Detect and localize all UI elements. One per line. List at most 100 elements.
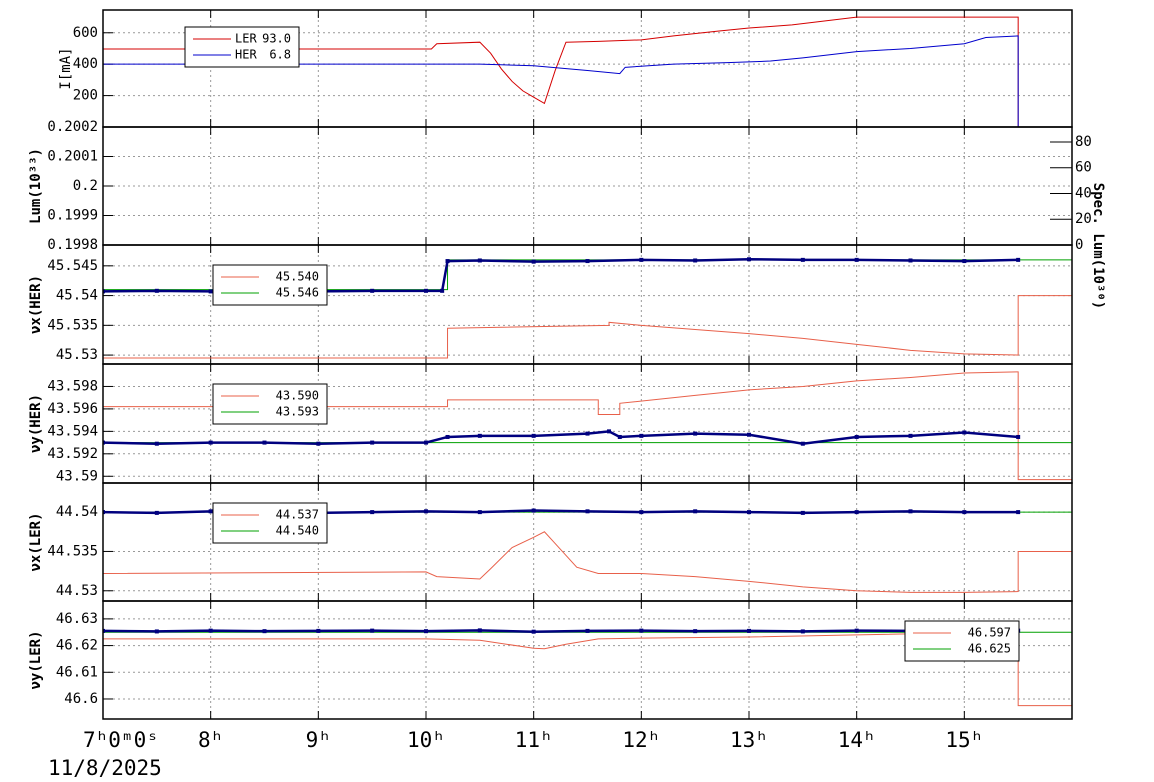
x-tick-label: 10ʰ	[407, 728, 445, 752]
y-tick-label: 46.61	[56, 664, 98, 680]
y-tick-label: 0.1998	[47, 237, 98, 253]
y-tick-label: 0.2	[73, 178, 98, 194]
series-line	[103, 16, 1072, 127]
series-line	[103, 371, 1072, 481]
data-point	[617, 434, 622, 439]
y-tick-label: 44.535	[47, 543, 98, 559]
data-point	[262, 440, 267, 445]
legend-value: 93.0	[262, 32, 291, 46]
legend: 45.540 45.546	[212, 264, 328, 306]
data-point	[477, 433, 482, 438]
legend-box	[184, 26, 300, 68]
y-tick-label: 46.62	[56, 638, 98, 654]
y-tick-label: 600	[73, 25, 98, 41]
y2-tick-label: 0	[1075, 237, 1083, 253]
data-point	[607, 429, 612, 434]
panel-frame	[102, 600, 1073, 720]
data-point	[208, 440, 213, 445]
y-axis-label: νy(LER)	[28, 630, 44, 689]
data-point	[262, 629, 267, 634]
data-point	[800, 257, 805, 262]
x-tick-label: 12ʰ	[622, 728, 660, 752]
y-tick-label: 45.54	[56, 288, 98, 304]
y-axis-label: νx(HER)	[28, 275, 44, 334]
legend-label: 43.593	[276, 405, 319, 419]
data-point	[154, 510, 159, 515]
data-point	[585, 509, 590, 514]
legend: 43.590 43.593	[212, 383, 328, 425]
data-point	[1016, 257, 1021, 262]
data-point	[208, 628, 213, 633]
y-axis-label: I[mA]	[58, 47, 74, 89]
y-tick-label: 46.63	[56, 611, 98, 627]
data-point	[445, 434, 450, 439]
series-line	[103, 430, 1019, 445]
data-point	[154, 288, 159, 293]
data-point	[908, 258, 913, 263]
data-point	[531, 259, 536, 264]
y2-tick-label: 60	[1075, 160, 1092, 176]
data-point	[639, 628, 644, 633]
data-point	[747, 257, 751, 262]
y-tick-label: 43.596	[47, 401, 98, 417]
y-axis-label: νy(HER)	[28, 394, 44, 453]
data-point	[531, 508, 536, 513]
data-point	[639, 257, 644, 262]
data-point	[316, 441, 321, 446]
x-tick-label: 8ʰ	[198, 728, 223, 752]
series-line	[103, 629, 1019, 633]
data-point	[424, 509, 428, 514]
series-line	[103, 531, 1072, 593]
x-tick-label: 14ʰ	[838, 728, 876, 752]
data-point	[585, 628, 590, 633]
legend-value: 6.8	[269, 48, 291, 62]
legend-label: 45.546	[276, 286, 319, 300]
data-point	[154, 441, 159, 446]
data-point	[154, 629, 159, 634]
data-point	[370, 510, 375, 515]
y-axis-label: νx(LER)	[28, 512, 44, 571]
data-point	[477, 628, 482, 633]
x-tick-label: 13ʰ	[730, 728, 768, 752]
legend-label: 46.625	[968, 642, 1011, 656]
legend-label: 44.537	[276, 508, 319, 522]
data-point	[1016, 434, 1021, 439]
y-tick-label: 0.2001	[47, 149, 98, 165]
legend-label: 43.590	[276, 389, 319, 403]
x-tick-label: 11ʰ	[515, 728, 553, 752]
y2-tick-label: 20	[1075, 211, 1092, 227]
legend: LER 93.0 HER 6.8	[184, 26, 300, 68]
legend-label: LER	[235, 32, 257, 46]
legend-box	[904, 620, 1020, 662]
data-point	[585, 431, 590, 436]
y-tick-label: 43.592	[47, 446, 98, 462]
y-tick-label: 45.545	[47, 258, 98, 274]
data-point	[854, 628, 859, 633]
data-point	[531, 629, 536, 634]
data-point	[585, 259, 590, 264]
data-point	[440, 288, 445, 293]
legend-label: HER	[235, 48, 257, 62]
data-point	[693, 431, 698, 436]
legend-box	[212, 502, 328, 544]
data-point	[693, 258, 698, 263]
data-point	[639, 510, 644, 515]
data-point	[854, 510, 859, 515]
y-tick-label: 43.598	[47, 378, 98, 394]
data-point	[103, 289, 105, 294]
x-tick-label: 7ʰ0ᵐ0ˢ	[83, 728, 159, 752]
data-point	[424, 288, 428, 293]
data-point	[370, 440, 375, 445]
data-point	[800, 510, 805, 515]
legend-label: 46.597	[968, 626, 1011, 640]
data-point	[424, 440, 428, 445]
x-tick-label: 9ʰ	[306, 728, 331, 752]
data-point	[424, 629, 428, 634]
data-point	[1016, 510, 1021, 515]
data-point	[208, 289, 213, 294]
y-tick-label: 43.59	[56, 468, 98, 484]
legend: 44.537 44.540	[212, 502, 328, 544]
data-point	[854, 434, 859, 439]
data-point	[103, 628, 105, 633]
